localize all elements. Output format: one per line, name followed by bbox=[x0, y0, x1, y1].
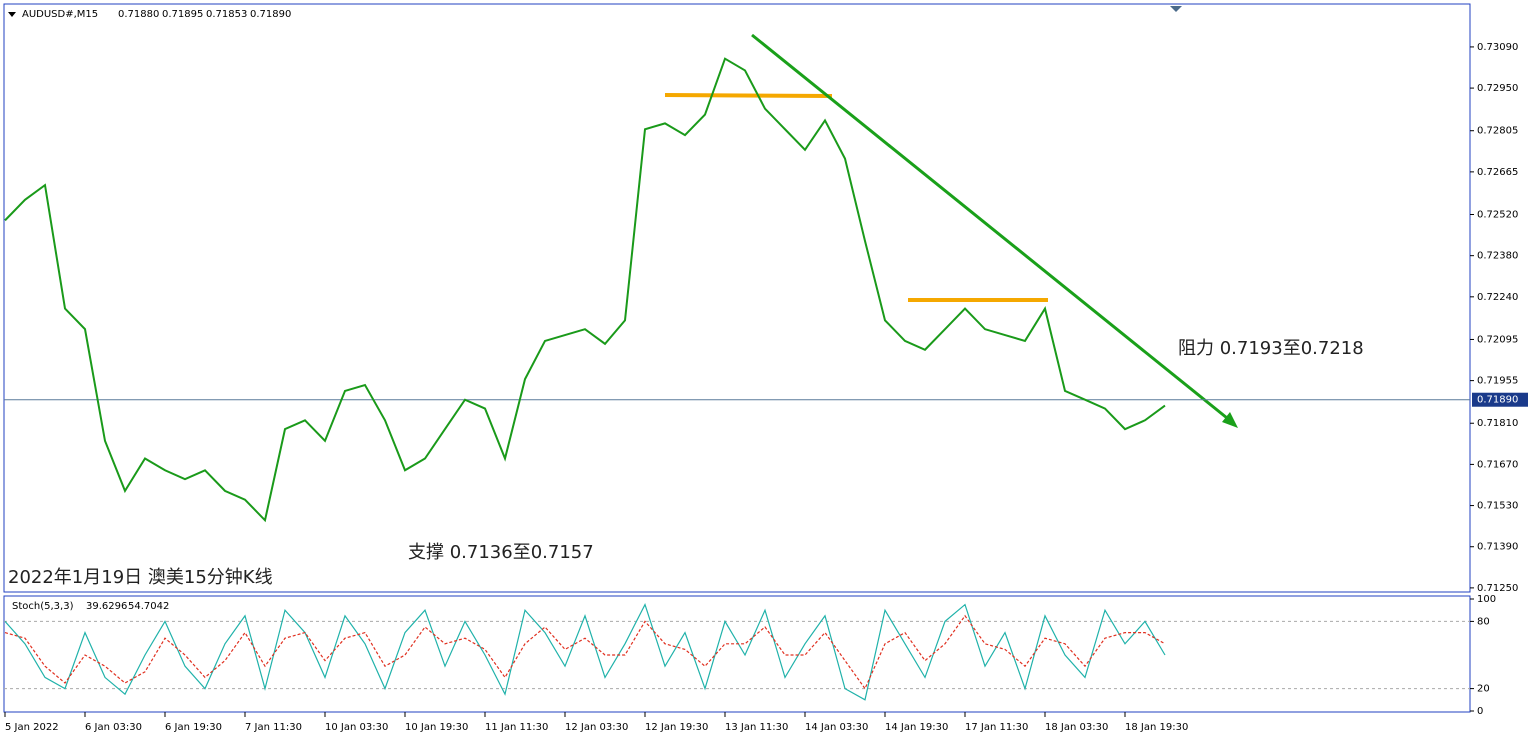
main-frame bbox=[3, 3, 1471, 593]
y-tick-label: 0.71390 bbox=[1477, 542, 1518, 553]
y-tick-label: 0.72665 bbox=[1477, 167, 1518, 178]
x-tick-label: 5 Jan 2022 bbox=[5, 722, 59, 733]
x-tick-label: 17 Jan 11:30 bbox=[965, 722, 1028, 733]
resistance-label: 阻力 0.7193至0.7218 bbox=[1178, 338, 1364, 359]
x-tick-label: 7 Jan 11:30 bbox=[245, 722, 302, 733]
trend-line bbox=[751, 33, 1233, 424]
stoch-value: 39.6296 bbox=[86, 601, 127, 612]
x-tick-label: 12 Jan 19:30 bbox=[645, 722, 708, 733]
ohlc-value: 0.71895 bbox=[162, 9, 203, 20]
y-tick-label: 0.71250 bbox=[1477, 583, 1518, 594]
support-label: 支撑 0.7136至0.7157 bbox=[408, 542, 594, 563]
stoch-frame bbox=[3, 595, 1471, 713]
stoch-value: 54.7042 bbox=[128, 601, 169, 612]
y-tick-label: 0.72240 bbox=[1477, 292, 1518, 303]
y-tick-label: 0.72950 bbox=[1477, 83, 1518, 94]
y-tick-label: 0 bbox=[1477, 706, 1483, 717]
price-tag-label: 0.71890 bbox=[1477, 395, 1518, 406]
symbol: AUDUSD#,M15 bbox=[22, 9, 98, 20]
series-line bbox=[4, 614, 1166, 690]
x-tick-label: 10 Jan 03:30 bbox=[325, 722, 388, 733]
menu-arrow bbox=[8, 12, 16, 17]
y-tick-label: 0.72380 bbox=[1477, 251, 1518, 262]
x-tick-label: 12 Jan 03:30 bbox=[565, 722, 628, 733]
ohlc-value: 0.71890 bbox=[250, 9, 291, 20]
ohlc-value: 0.71880 bbox=[118, 9, 159, 20]
y-tick-label: 0.71810 bbox=[1477, 418, 1518, 429]
y-tick-label: 0.72095 bbox=[1477, 334, 1518, 345]
y-tick-label: 0.71955 bbox=[1477, 376, 1518, 387]
x-tick-label: 6 Jan 03:30 bbox=[85, 722, 142, 733]
x-tick-label: 11 Jan 11:30 bbox=[485, 722, 548, 733]
y-tick-label: 80 bbox=[1477, 616, 1490, 627]
x-tick-label: 10 Jan 19:30 bbox=[405, 722, 468, 733]
shift-marker bbox=[1170, 6, 1182, 12]
stoch-title: Stoch(5,3,3) bbox=[12, 601, 74, 612]
y-tick-label: 0.72805 bbox=[1477, 126, 1518, 137]
y-tick-label: 100 bbox=[1477, 594, 1496, 605]
x-tick-label: 13 Jan 11:30 bbox=[725, 722, 788, 733]
x-tick-label: 14 Jan 19:30 bbox=[885, 722, 948, 733]
price-tag bbox=[1472, 392, 1528, 407]
x-tick-label: 6 Jan 19:30 bbox=[165, 722, 222, 733]
ohlc-value: 0.71853 bbox=[206, 9, 247, 20]
chart-caption: 2022年1月19日 澳美15分钟K线 bbox=[8, 567, 273, 588]
y-tick-label: 20 bbox=[1477, 684, 1490, 695]
resistance-line bbox=[664, 93, 833, 98]
y-tick-label: 0.71670 bbox=[1477, 459, 1518, 470]
x-tick-label: 14 Jan 03:30 bbox=[805, 722, 868, 733]
x-tick-label: 18 Jan 19:30 bbox=[1125, 722, 1188, 733]
y-tick-label: 0.72520 bbox=[1477, 210, 1518, 221]
trend-arrow bbox=[1222, 412, 1238, 428]
series-line bbox=[4, 57, 1166, 523]
y-tick-label: 0.71530 bbox=[1477, 501, 1518, 512]
x-tick-label: 18 Jan 03:30 bbox=[1045, 722, 1108, 733]
y-tick-label: 0.73090 bbox=[1477, 42, 1518, 53]
